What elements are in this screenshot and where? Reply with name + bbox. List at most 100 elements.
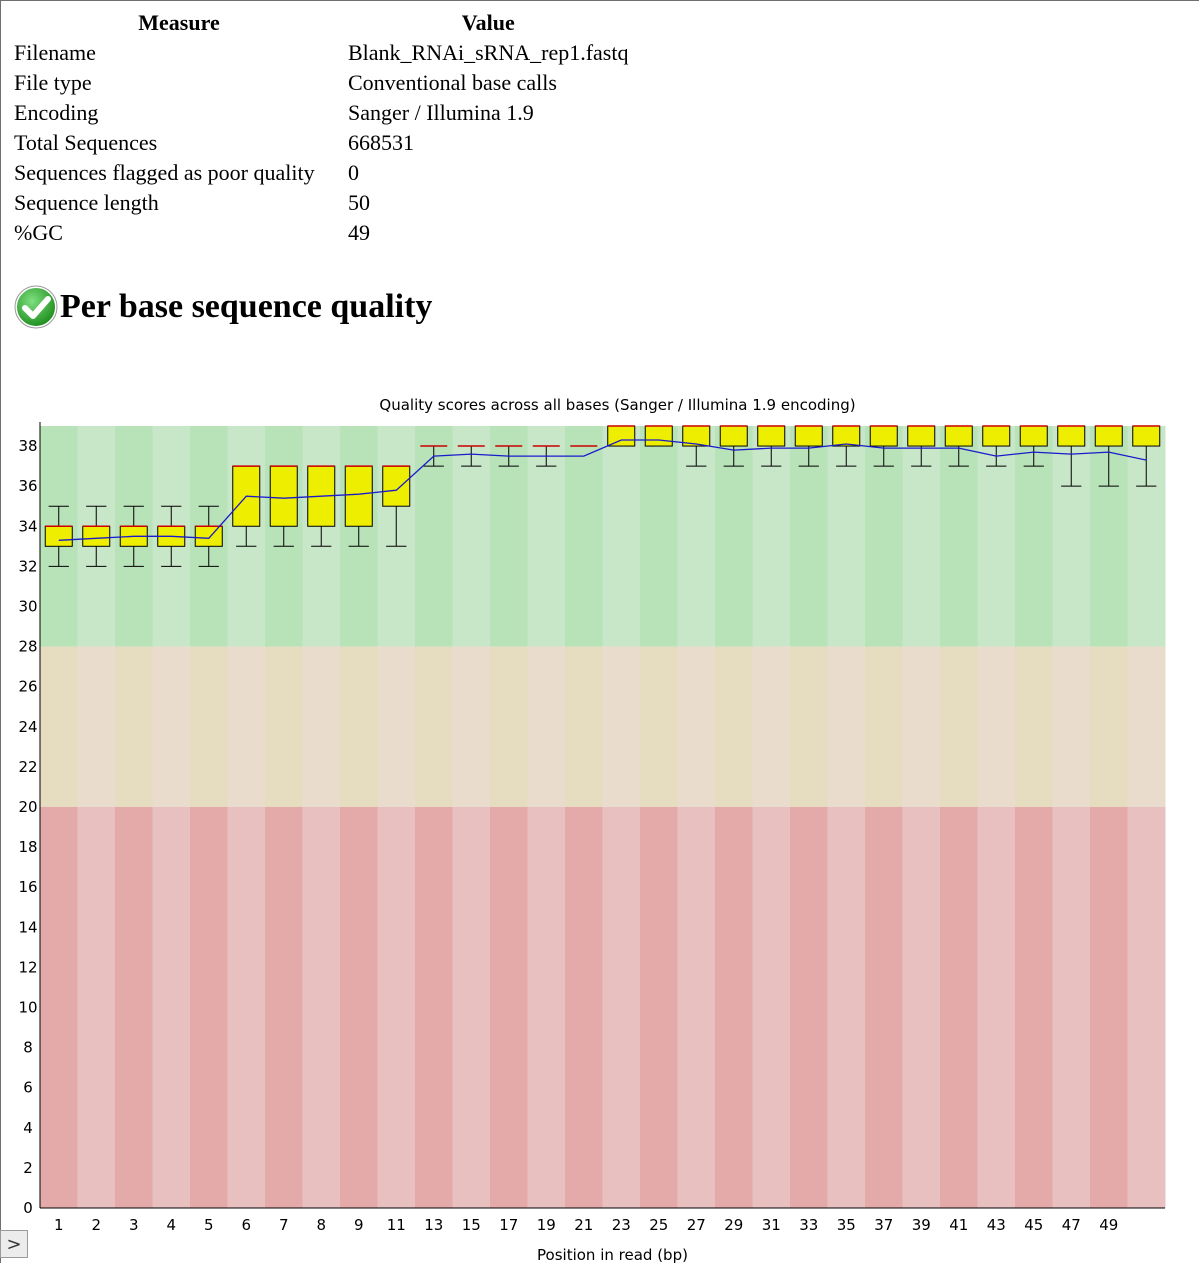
quality-band-cell — [302, 806, 341, 1208]
quality-band-cell — [40, 806, 78, 1208]
section-title: Per base sequence quality — [60, 288, 433, 325]
quality-band-cell — [190, 806, 228, 1208]
y-tick-label: 32 — [18, 557, 37, 575]
measure-cell: Filename — [14, 40, 96, 65]
x-tick-label: 15 — [462, 1216, 481, 1234]
x-tick-label: 37 — [874, 1216, 893, 1234]
iqr-box — [944, 425, 973, 447]
quality-band-cell — [827, 806, 866, 1208]
quality-band-cell — [340, 806, 378, 1208]
quality-band-cell — [377, 646, 416, 807]
quality-boxplot-chart: 02468101214161820222426283032343638Quali… — [18, 396, 1166, 1264]
y-tick-label: 28 — [18, 638, 37, 656]
x-tick-label: 23 — [612, 1216, 631, 1234]
quality-band-cell — [902, 646, 941, 807]
x-tick-label: 31 — [762, 1216, 781, 1234]
quality-band-cell — [602, 426, 641, 647]
value-cell: Conventional base calls — [348, 70, 557, 95]
mean-line — [58, 439, 1147, 541]
quality-band-cell — [640, 646, 678, 807]
iqr-box — [982, 425, 1011, 447]
value-cell: 0 — [348, 160, 359, 185]
x-axis-label: Position in read (bp) — [537, 1246, 688, 1264]
y-tick-label: 34 — [18, 517, 37, 535]
quality-band-cell — [827, 646, 866, 807]
x-tick-label: 49 — [1099, 1216, 1118, 1234]
value-cell: Sanger / Illumina 1.9 — [348, 100, 534, 125]
quality-band-cell — [640, 806, 678, 1208]
quality-band-cell — [715, 806, 753, 1208]
iqr-box — [344, 465, 373, 527]
measure-cell: File type — [14, 70, 92, 95]
table-header-row: Measure Value — [12, 8, 630, 38]
y-tick-label: 4 — [23, 1119, 33, 1137]
quality-band-cell — [527, 806, 566, 1208]
table-row: Total Sequences 668531 — [12, 128, 630, 158]
basic-statistics-table: Measure Value Filename Blank_RNAi_sRNA_r… — [12, 8, 630, 248]
quality-band-cell — [640, 426, 678, 647]
x-tick-label: 35 — [837, 1216, 856, 1234]
quality-band-cell — [1090, 806, 1128, 1208]
y-tick-label: 36 — [18, 477, 37, 495]
quality-band-cell — [115, 806, 153, 1208]
quality-band-cell — [490, 806, 528, 1208]
quality-band-cell — [115, 646, 153, 807]
x-tick-label: 6 — [241, 1216, 251, 1234]
x-tick-label: 29 — [724, 1216, 743, 1234]
x-tick-label: 47 — [1062, 1216, 1081, 1234]
quality-band-cell — [977, 646, 1016, 807]
quality-band-cell — [40, 646, 78, 807]
quality-band-cell — [1090, 646, 1128, 807]
iqr-box — [832, 425, 861, 447]
quality-band-cell — [452, 806, 491, 1208]
iqr-box — [607, 425, 636, 447]
quality-band-cell — [227, 646, 266, 807]
iqr-box — [1019, 425, 1048, 447]
iqr-box — [1057, 425, 1086, 447]
x-tick-label: 8 — [316, 1216, 326, 1234]
quality-band-cell — [415, 806, 453, 1208]
x-tick-label: 13 — [424, 1216, 443, 1234]
table-row: Sequence length 50 — [12, 188, 630, 218]
x-tick-label: 43 — [987, 1216, 1006, 1234]
iqr-box — [382, 465, 411, 507]
quality-band-cell — [527, 646, 566, 807]
x-tick-label: 2 — [91, 1216, 101, 1234]
measure-cell: Sequences flagged as poor quality — [14, 160, 315, 185]
iqr-box — [719, 425, 748, 447]
y-tick-label: 26 — [18, 678, 37, 696]
quality-band-cell — [265, 646, 303, 807]
y-tick-label: 12 — [18, 958, 37, 976]
quality-band-cell — [602, 646, 641, 807]
value-cell: 50 — [348, 190, 370, 215]
quality-band-cell — [715, 646, 753, 807]
quality-band-cell — [1052, 806, 1091, 1208]
quality-band-cell — [602, 806, 641, 1208]
iqr-box — [907, 425, 936, 447]
value-column-header: Value — [461, 10, 515, 35]
x-tick-label: 17 — [499, 1216, 518, 1234]
quality-band-cell — [565, 806, 603, 1208]
y-tick-label: 0 — [23, 1199, 33, 1217]
chevron-right-icon[interactable]: > — [0, 1230, 28, 1258]
measure-cell: Encoding — [14, 100, 99, 125]
quality-band-cell — [940, 806, 978, 1208]
x-tick-label: 21 — [574, 1216, 593, 1234]
quality-band-cell — [77, 806, 116, 1208]
table-row: File type Conventional base calls — [12, 68, 630, 98]
table-row: %GC 49 — [12, 218, 630, 248]
quality-band-cell — [190, 646, 228, 807]
measure-cell: %GC — [14, 220, 63, 245]
quality-band-cell — [977, 806, 1016, 1208]
value-cell: 668531 — [348, 130, 414, 155]
value-cell: 49 — [348, 220, 370, 245]
y-tick-label: 8 — [23, 1039, 33, 1057]
x-tick-label: 7 — [279, 1216, 289, 1234]
x-tick-label: 45 — [1024, 1216, 1043, 1234]
quality-band-cell — [677, 646, 716, 807]
y-tick-label: 6 — [23, 1079, 33, 1097]
quality-band-cell — [302, 646, 341, 807]
quality-band-cell — [790, 806, 828, 1208]
quality-band-cell — [152, 806, 191, 1208]
measure-cell: Total Sequences — [14, 130, 158, 155]
